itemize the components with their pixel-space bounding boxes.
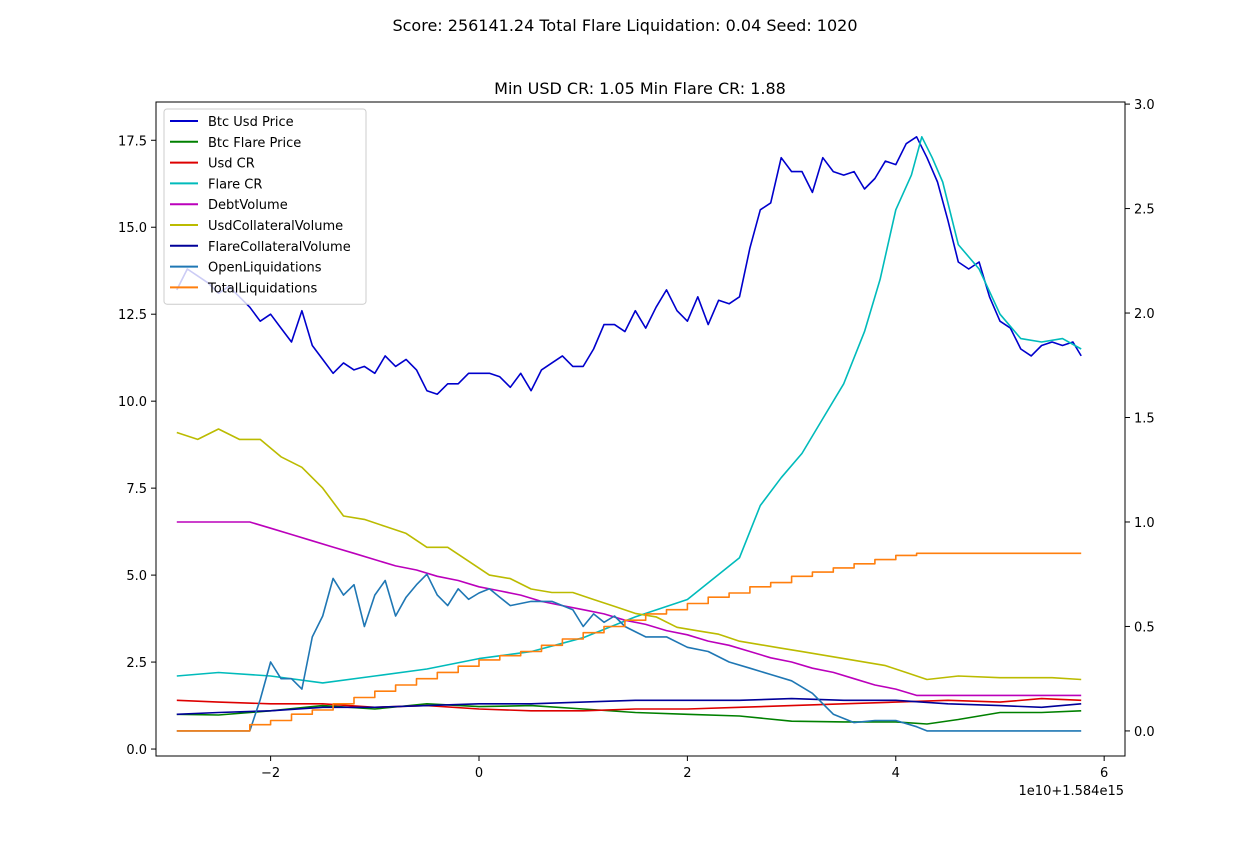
legend-label-openliquidations: OpenLiquidations bbox=[208, 261, 322, 276]
series-line-totalliquidations bbox=[176, 552, 1082, 732]
legend-box bbox=[163, 108, 367, 305]
y-left-tick-label: 15.0 bbox=[118, 221, 147, 236]
y-right-tick-label: 2.0 bbox=[1134, 307, 1155, 322]
y-left-tick-label: 10.0 bbox=[118, 395, 147, 410]
x-tick-label: 2 bbox=[683, 766, 691, 781]
legend-label-totalliquidations: TotalLiquidations bbox=[207, 281, 317, 296]
x-offset-label: 1e10+1.584e15 bbox=[1019, 784, 1124, 799]
legend-label-flare-cr: Flare CR bbox=[208, 177, 262, 192]
axis-ticks: −2 0 2 4 6 0.0 2.5 5.0 7.5 10.0 12.5 15.0 17.5 0.0 0.5… bbox=[118, 98, 1155, 781]
legend-label-btc-usd-price: Btc Usd Price bbox=[208, 115, 294, 130]
legend: Btc Usd Price Btc Flare Price Usd CR Flare … bbox=[163, 108, 367, 305]
series-line-openliquidations bbox=[176, 573, 1082, 732]
plot-area bbox=[176, 136, 1082, 732]
y-left-tick-label: 12.5 bbox=[118, 308, 147, 323]
y-right-tick-label: 1.5 bbox=[1134, 412, 1155, 427]
legend-label-usd-cr: Usd CR bbox=[208, 157, 255, 172]
axes-frame bbox=[155, 101, 1126, 757]
legend-label-flarecollateralvolume: FlareCollateralVolume bbox=[208, 240, 351, 255]
y-left-tick-label: 2.5 bbox=[126, 656, 147, 671]
y-right-tick-label: 2.5 bbox=[1134, 203, 1155, 218]
series-line-flarecollateralvolume bbox=[176, 697, 1082, 716]
y-right-tick-label: 1.0 bbox=[1134, 516, 1155, 531]
x-tick-label: 6 bbox=[1100, 766, 1108, 781]
legend-label-usdcollateralvolume: UsdCollateralVolume bbox=[208, 219, 343, 234]
series-line-flare-cr bbox=[176, 136, 1082, 684]
legend-label-debtvolume: DebtVolume bbox=[208, 198, 288, 213]
legend-label-btc-flare-price: Btc Flare Price bbox=[208, 136, 301, 151]
series-line-usd-cr bbox=[176, 697, 1082, 712]
y-left-tick-label: 7.5 bbox=[126, 482, 147, 497]
x-tick-label: 4 bbox=[892, 766, 900, 781]
figure-suptitle: Score: 256141.24 Total Flare Liquidation… bbox=[392, 16, 857, 35]
y-left-tick-label: 17.5 bbox=[118, 134, 147, 149]
y-left-tick-label: 0.0 bbox=[126, 743, 147, 758]
y-left-tick-label: 5.0 bbox=[126, 569, 147, 584]
series-line-debtvolume bbox=[176, 521, 1082, 697]
series-line-btc-flare-price bbox=[176, 702, 1082, 725]
x-tick-label: 0 bbox=[475, 766, 483, 781]
x-tick-label: −2 bbox=[261, 766, 280, 781]
y-right-tick-label: 0.5 bbox=[1134, 620, 1155, 635]
y-right-tick-label: 3.0 bbox=[1134, 98, 1155, 113]
chart-title: Min USD CR: 1.05 Min Flare CR: 1.88 bbox=[494, 79, 786, 98]
series-line-btc-usd-price bbox=[176, 136, 1082, 396]
series-line-usdcollateralvolume bbox=[176, 428, 1082, 681]
y-right-tick-label: 0.0 bbox=[1134, 725, 1155, 740]
